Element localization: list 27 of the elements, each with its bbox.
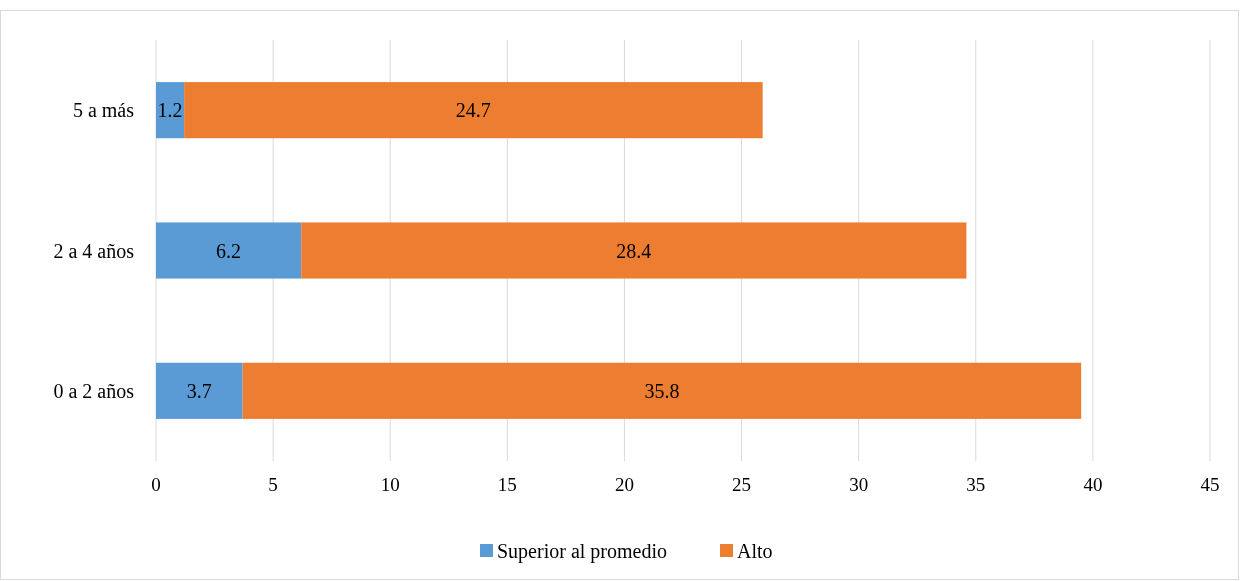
x-tick-label: 45 [1200, 474, 1220, 495]
bar [156, 82, 185, 139]
bar [301, 222, 967, 279]
x-tick-label: 30 [849, 474, 869, 495]
data-label: 6.2 [216, 239, 242, 262]
bar [184, 82, 763, 139]
y-tick-label: 5 a más [72, 99, 135, 122]
data-label: 3.7 [186, 379, 212, 402]
data-label: 24.7 [455, 99, 491, 122]
bar [156, 362, 243, 419]
y-tick-label: 2 a 4 años [53, 239, 135, 262]
x-tick-label: 25 [732, 474, 752, 495]
y-tick-label: 0 a 2 años [53, 379, 135, 402]
x-tick-label: 0 [151, 474, 161, 495]
x-tick-label: 10 [380, 474, 400, 495]
x-tick-label: 5 [268, 474, 278, 495]
x-tick-label: 40 [1083, 474, 1103, 495]
x-tick-label: 20 [614, 474, 634, 495]
bar [242, 362, 1082, 419]
legend-label: Alto [737, 540, 773, 562]
x-tick-label: 35 [966, 474, 986, 495]
data-label: 1.2 [157, 99, 183, 122]
bar [156, 222, 302, 279]
data-label: 35.8 [644, 379, 680, 402]
x-tick-label: 15 [497, 474, 517, 495]
legend-label: Superior al promedio [497, 540, 667, 563]
data-label: 28.4 [616, 239, 652, 262]
